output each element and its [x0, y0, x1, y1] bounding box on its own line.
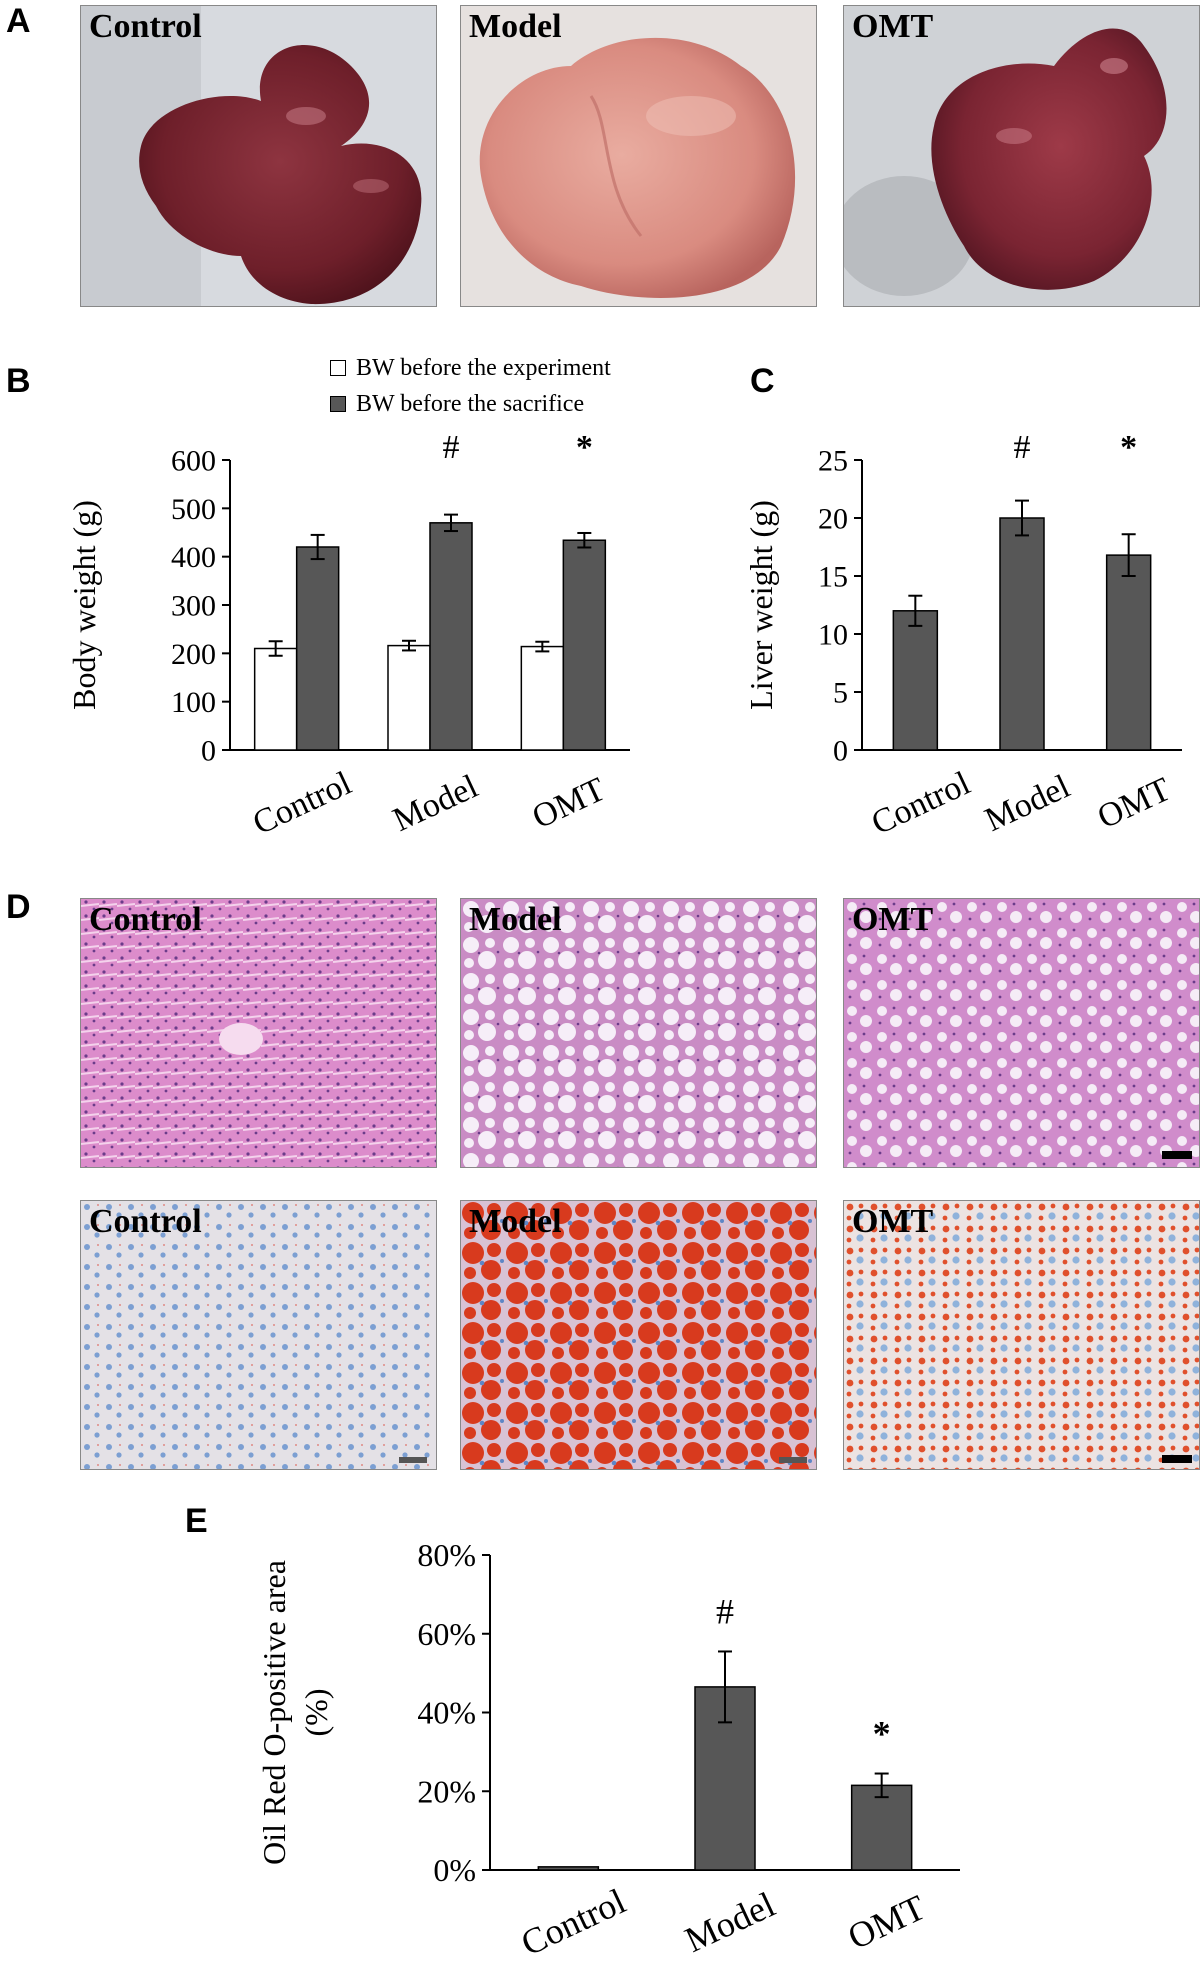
y-tick-label: 600 [171, 445, 216, 478]
bar-control-s0 [253, 647, 298, 751]
y-tick-label: 80% [417, 1537, 476, 1573]
y-tick-label: 0% [433, 1852, 476, 1888]
y-tick-label: 0 [201, 735, 216, 768]
legend-label-before: BW before the experiment [356, 354, 611, 381]
panel-d-letter: D [6, 888, 31, 926]
liver-photo-model-label: Model [469, 8, 562, 45]
liver-photo-omt-image [844, 6, 1199, 306]
x-tick-label-control: Control [515, 1881, 632, 1964]
scale-bar-icon [1162, 1455, 1192, 1463]
oil-photo-omt: OMT [843, 1200, 1200, 1470]
oil-photo-control: Control [80, 1200, 437, 1470]
y-tick-label: 20 [818, 503, 848, 536]
bar-omt [1105, 554, 1152, 751]
liver-photo-control-label: Control [89, 8, 202, 45]
legend-swatch-sacrifice [330, 396, 346, 412]
oil-photo-omt-label: OMT [852, 1203, 934, 1240]
x-tick-label-control: Control [866, 765, 976, 842]
bar-model [999, 517, 1045, 751]
bar-model-s0 [387, 644, 431, 751]
x-tick-label-omt: OMT [1092, 771, 1176, 837]
significance-mark-omt: * [576, 429, 593, 466]
legend-item-sacrifice: BW before the sacrifice [330, 386, 611, 422]
x-tick-label-model: Model [980, 768, 1076, 839]
liver-weight-chart: 0 5 10 15 20 25 Liver weight (g) Control Model OM… [743, 429, 1182, 842]
legend-label-sacrifice: BW before the sacrifice [356, 390, 585, 417]
legend-swatch-before [330, 360, 346, 376]
liver-photo-omt-label: OMT [852, 8, 934, 45]
liver-photo-control: Control [80, 5, 437, 307]
y-tick-label: 25 [818, 445, 848, 478]
y-axis-label-unit: (%) [298, 1689, 334, 1737]
y-tick-label: 400 [171, 541, 216, 574]
oil-photo-model-image [461, 1201, 816, 1469]
he-photo-model: Model [460, 898, 817, 1168]
y-tick-label: 5 [833, 677, 848, 710]
y-axis-label: Body weight (g) [66, 500, 102, 710]
he-photo-control-label: Control [89, 901, 202, 938]
bar-control [892, 610, 939, 751]
oil-photo-control-label: Control [89, 1203, 202, 1240]
y-tick-label: 20% [417, 1773, 476, 1809]
panel-a-letter: A [6, 2, 31, 40]
y-tick-label: 0 [833, 735, 848, 768]
significance-mark-model: # [443, 429, 460, 466]
y-tick-label: 15 [818, 561, 848, 594]
x-tick-label-model: Model [388, 768, 484, 839]
significance-mark-omt: * [1120, 429, 1137, 466]
oil-photo-omt-image [844, 1201, 1199, 1469]
liver-photo-model: Model [460, 5, 817, 307]
he-photo-omt-label: OMT [852, 901, 934, 938]
bar-control-s1 [295, 546, 340, 751]
y-axis-label: Liver weight (g) [743, 500, 779, 710]
bar-omt [850, 1784, 913, 1871]
liver-photo-model-image [461, 6, 816, 306]
panel-c-letter: C [750, 362, 775, 400]
y-tick-label: 200 [171, 638, 216, 671]
legend-b: BW before the experiment BW before the s… [330, 350, 611, 422]
bar-model-s1 [429, 522, 473, 751]
liver-photo-control-image [81, 6, 436, 306]
bar-omt-s1 [562, 539, 607, 751]
y-tick-label: 300 [171, 590, 216, 623]
liver-photo-omt: OMT [843, 5, 1200, 307]
he-photo-omt-image [844, 899, 1199, 1167]
bar-control [537, 1866, 600, 1871]
significance-mark-model: # [1014, 429, 1031, 466]
legend-item-before: BW before the experiment [330, 350, 611, 386]
x-tick-label-control: Control [247, 765, 357, 842]
scale-bar-icon [399, 1457, 427, 1463]
significance-mark-model: # [716, 1591, 734, 1631]
bar-omt-s0 [520, 645, 565, 751]
scale-bar-icon [1162, 1151, 1192, 1159]
panel-b-letter: B [6, 362, 31, 400]
he-photo-control-image [81, 899, 436, 1167]
he-photo-model-label: Model [469, 901, 562, 938]
oil-photo-model: Model [460, 1200, 817, 1470]
body-weight-chart: 0 100 200 300 400 500 600 Body weight (g) Contro… [66, 429, 630, 842]
x-tick-label-omt: OMT [527, 771, 611, 837]
he-photo-omt: OMT [843, 898, 1200, 1168]
y-tick-label: 60% [417, 1616, 476, 1652]
he-photo-model-image [461, 899, 816, 1167]
scale-bar-icon [779, 1457, 807, 1463]
he-photo-control: Control [80, 898, 437, 1168]
y-tick-label: 40% [417, 1695, 476, 1731]
oil-photo-control-image [81, 1201, 436, 1469]
y-tick-label: 100 [171, 686, 216, 719]
y-axis-label: Oil Red O-positive area [256, 1560, 292, 1865]
y-tick-label: 500 [171, 493, 216, 526]
panel-e-letter: E [185, 1502, 208, 1540]
x-tick-label-model: Model [679, 1884, 781, 1960]
oil-photo-model-label: Model [469, 1203, 562, 1240]
x-tick-label-omt: OMT [842, 1887, 931, 1957]
significance-mark-omt: * [873, 1714, 891, 1754]
oil-red-area-chart: 0% 20% 40% 60% 80% Oil Red O-positive area (%)… [256, 1537, 960, 1964]
y-tick-label: 10 [818, 619, 848, 652]
